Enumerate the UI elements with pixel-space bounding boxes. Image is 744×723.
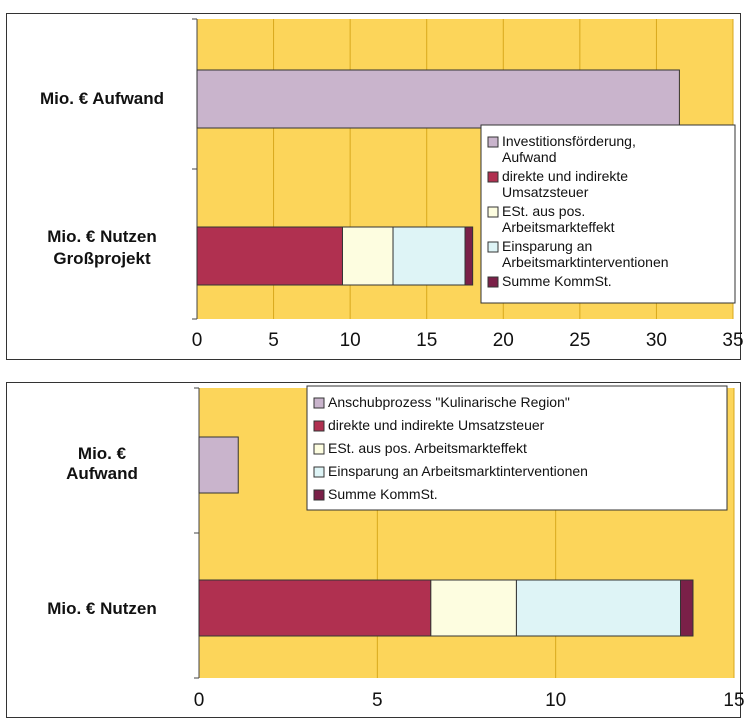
chart-1-bar-segment [196,226,343,286]
chart-2-svg: Mio. € Aufwand Mio. € Nutzen 0 5 10 15 Anschubp… [47,385,744,711]
chart-panel-1: Mio. € Aufwand Mio. € Nutzen Großprojekt 0 5… [6,13,744,360]
chart-1-bar-segment [196,69,680,129]
chart-1-legend-swatch [487,276,499,288]
chart-2-category-label: Mio. € Nutzen [47,599,157,618]
chart-2-bar-segment [430,579,517,637]
chart-2-legend-entry: Summe KommSt. [328,486,438,502]
chart-2-bar-segment [515,579,681,637]
chart-1-bar-segment [392,226,466,286]
chart-2-tick-label: 10 [545,690,566,711]
chart-2-category-label: Mio. € Aufwand [66,444,138,483]
chart-2-legend-swatch [313,443,325,455]
chart-2-legend-entry: ESt. aus pos. Arbeitsmarkteffekt [328,440,527,456]
chart-1-legend-entry: direkte und indirekte Umsatzsteuer [502,168,628,200]
chart-1-tick-label: 35 [722,330,743,351]
chart-1-legend [480,124,736,304]
chart-1-category-label: Mio. € Nutzen Großprojekt [47,227,157,268]
chart-2-legend [306,385,728,511]
chart-1-tick-label: 20 [493,330,514,351]
chart-2-legend-swatch [313,466,325,478]
chart-1-tick-label: 10 [340,330,361,351]
chart-1-tick-label: 15 [416,330,437,351]
chart-2-legend-swatch [313,397,325,409]
chart-2-legend-entry: Einsparung an Arbeitsmarktinterventionen [328,463,588,479]
chart-1-legend-entry: Einsparung an Arbeitsmarktinterventionen [502,238,669,270]
chart-1-legend-swatch [487,206,499,218]
chart-2-bar-segment [198,579,432,637]
chart-2-legend-swatch [313,420,325,432]
chart-2-tick-label: 5 [372,690,383,711]
chart-2-bar-segment [680,579,694,637]
chart-2-legend-entry: direkte und indirekte Umsatzsteuer [328,417,545,433]
chart-1-legend-swatch [487,241,499,253]
chart-1-svg: Mio. € Aufwand Mio. € Nutzen Großprojekt 0 5… [40,18,744,351]
chart-1-bar-segment [464,226,474,286]
chart-2-legend-entry: Anschubprozess "Kulinarische Region" [328,394,570,410]
chart-2-tick-label: 0 [194,690,205,711]
chart-1-legend-entry: Summe KommSt. [502,273,612,289]
chart-1-bar-segment [341,226,394,286]
chart-1-legend-entry: Investitionsförderung, Aufwand [502,133,636,165]
chart-1-tick-label: 5 [268,330,279,351]
chart-2-legend-swatch [313,489,325,501]
chart-panel-2: Mio. € Aufwand Mio. € Nutzen 0 5 10 15 Anschubp… [6,382,744,718]
chart-1-tick-label: 25 [569,330,590,351]
chart-1-tick-label: 0 [192,330,203,351]
chart-1-legend-swatch [487,171,499,183]
chart-2-bar-segment [198,436,239,494]
chart-1-category-label: Mio. € Aufwand [40,89,164,108]
chart-1-legend-entry: ESt. aus pos. Arbeitsmarkteffekt [502,203,615,235]
chart-1-tick-label: 30 [646,330,667,351]
chart-1-legend-swatch [487,136,499,148]
chart-2-tick-label: 15 [723,690,744,711]
